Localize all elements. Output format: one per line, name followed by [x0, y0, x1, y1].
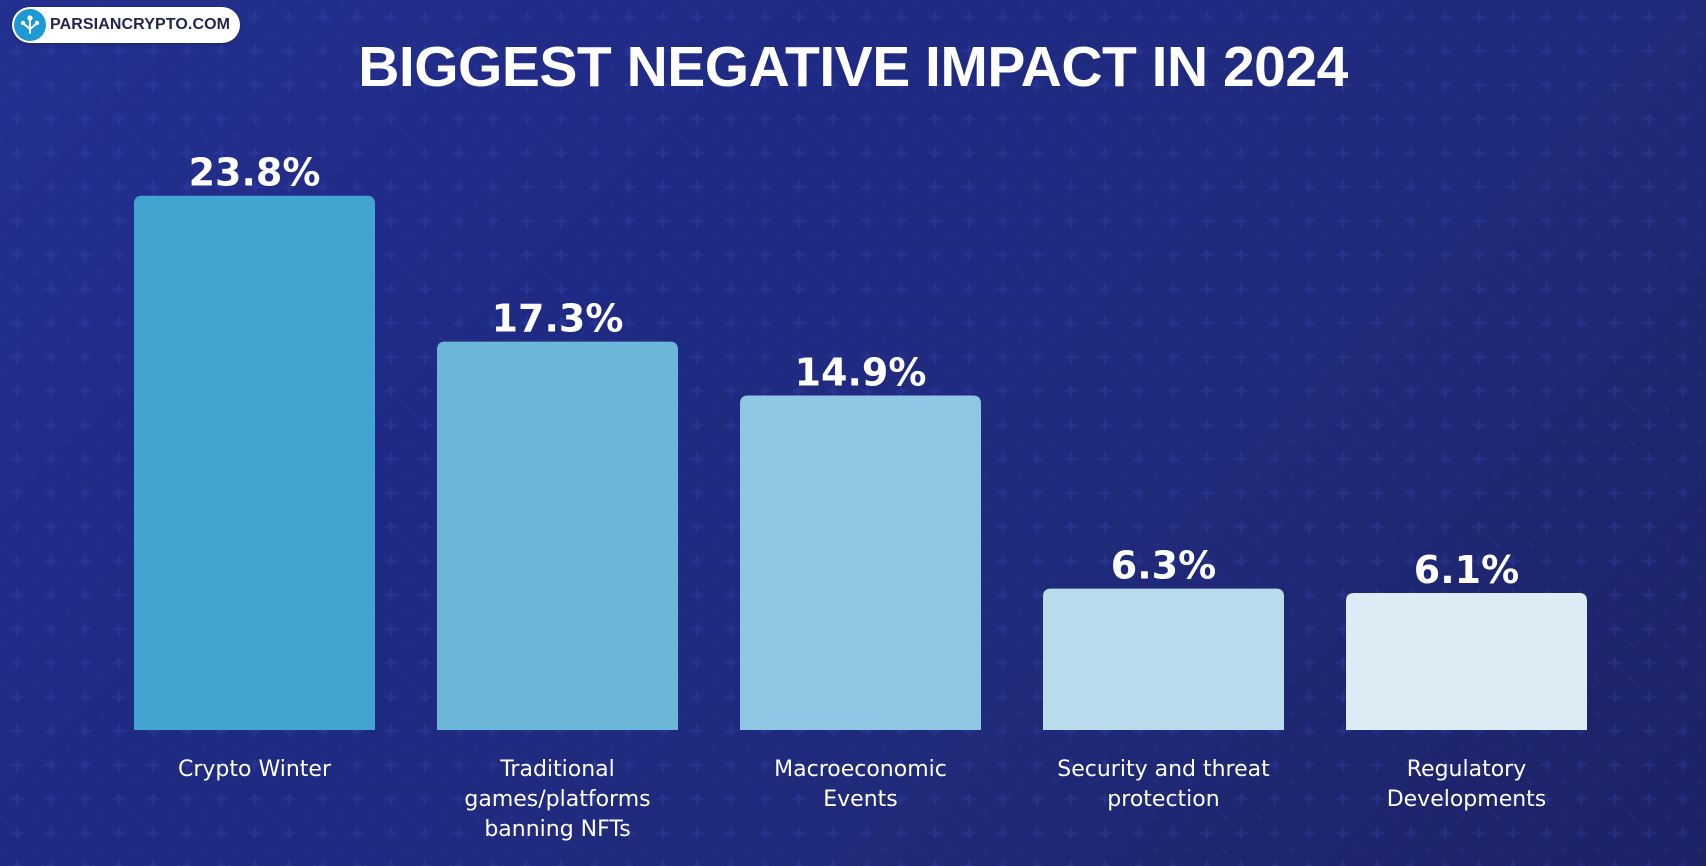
category-label-2: Macroeconomic Events — [774, 757, 947, 812]
category-label-line: banning NFTs — [484, 817, 630, 842]
bar-3 — [1043, 588, 1284, 730]
category-label-line: protection — [1107, 787, 1219, 812]
category-label-line: Events — [823, 787, 898, 812]
category-label-line: games/platforms — [464, 787, 650, 812]
value-label-1: 17.3% — [492, 297, 624, 341]
category-label-line: Traditional — [499, 757, 615, 782]
category-label-line: Regulatory — [1407, 757, 1527, 782]
category-label-line: Crypto Winter — [178, 757, 332, 782]
category-label-0: Crypto Winter — [178, 757, 332, 782]
category-label-line: Security and threat — [1057, 757, 1270, 782]
bar-1 — [437, 341, 678, 730]
category-label-line: Macroeconomic — [774, 757, 947, 782]
bar-4 — [1346, 593, 1587, 730]
category-label-3: Security and threat protection — [1057, 757, 1270, 812]
value-label-2: 14.9% — [795, 351, 927, 395]
category-label-line: Developments — [1387, 787, 1547, 812]
chart-title: BIGGEST NEGATIVE IMPACT IN 2024 — [358, 35, 1348, 99]
logo-badge[interactable]: PARSIANCRYPTO.COM — [12, 7, 241, 43]
category-label-4: Regulatory Developments — [1387, 757, 1547, 812]
value-label-0: 23.8% — [189, 151, 321, 195]
value-label-3: 6.3% — [1111, 544, 1216, 588]
category-label-1: Traditional games/platforms banning NFTs — [464, 757, 650, 842]
value-label-4: 6.1% — [1414, 548, 1519, 592]
bar-2 — [740, 395, 981, 730]
logo-icon — [14, 9, 46, 41]
bar-0 — [134, 195, 375, 730]
logo-text: PARSIANCRYPTO.COM — [50, 16, 231, 33]
